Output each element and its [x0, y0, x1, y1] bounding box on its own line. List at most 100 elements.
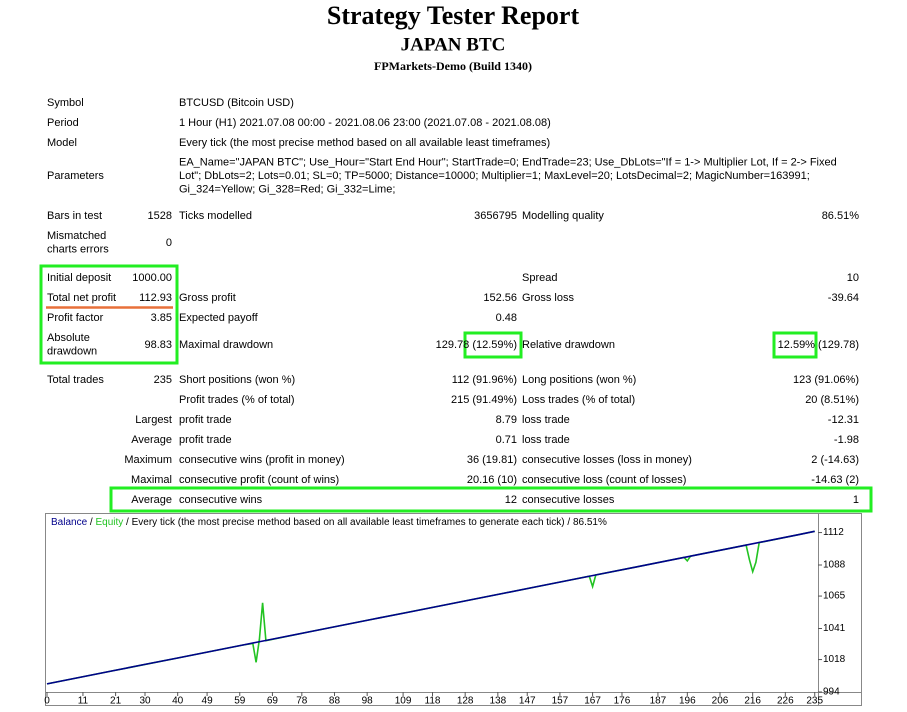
cell-label: Parameters [47, 170, 104, 182]
x-tick-label: 206 [712, 696, 729, 707]
cell-label: BTCUSD (Bitcoin USD) [179, 97, 294, 109]
cell-label: Loss trades (% of total) [522, 394, 635, 406]
cell-label: 1 Hour (H1) 2021.07.08 00:00 - 2021.08.0… [179, 117, 551, 129]
cell-value: 3.85 [151, 312, 172, 324]
cell-value: 8.79 [496, 414, 517, 426]
cell-label: loss trade [522, 414, 570, 426]
cell-label: Absolute [47, 332, 90, 344]
x-tick-label: 167 [584, 696, 601, 707]
cell-value: 0.48 [496, 312, 517, 324]
cell-value: -1.98 [834, 434, 859, 446]
cell-label: Initial deposit [47, 272, 111, 284]
cell-label: consecutive loss (count of losses) [522, 474, 686, 486]
cell-label: consecutive losses (loss in money) [522, 454, 692, 466]
x-tick-label: 187 [650, 696, 667, 707]
y-tick-label: 1041 [823, 623, 846, 634]
separator: / [565, 517, 573, 528]
x-tick-label: 98 [362, 696, 374, 707]
cell-label: Period [47, 117, 79, 129]
cell-value: Largest [135, 414, 172, 426]
cell-label: Profit factor [47, 312, 104, 324]
x-tick-label: 0 [44, 696, 50, 707]
y-tick-label: 994 [823, 687, 840, 698]
cell-value: 20.16 (10) [467, 474, 517, 486]
chart-frame [45, 513, 862, 706]
cell-value: 36 (19.81) [467, 454, 517, 466]
separator: / [87, 517, 95, 528]
highlight-box [109, 486, 873, 513]
cell-value: 2 (-14.63) [811, 454, 859, 466]
x-tick-label: 226 [777, 696, 794, 707]
report-subtitle: JAPAN BTC [401, 34, 506, 55]
x-tick-label: 157 [552, 696, 569, 707]
cell-value: 12.59% (129.78) [778, 339, 859, 351]
cell-value: 1000.00 [132, 272, 172, 284]
cell-label: Every tick (the most precise method base… [179, 137, 550, 149]
x-tick-label: 49 [202, 696, 214, 707]
x-tick-label: 109 [395, 696, 412, 707]
highlight-box [772, 331, 818, 359]
cell-label: Profit trades (% of total) [179, 394, 295, 406]
cell-value: 112.93 [139, 292, 172, 304]
cell-label: charts errors [47, 244, 109, 256]
cell-value: 3656795 [474, 210, 517, 222]
cell-value: 12 [505, 494, 517, 506]
x-tick-label: 69 [267, 696, 279, 707]
cell-label: Total net profit [47, 292, 116, 304]
cell-value: 129.78 (12.59%) [436, 339, 517, 351]
cell-label: consecutive profit (count of wins) [179, 474, 339, 486]
cell-label: EA_Name="JAPAN BTC"; Use_Hour="Start End… [179, 156, 837, 168]
cell-value: Average [131, 434, 172, 446]
cell-label: Long positions (won %) [522, 374, 636, 386]
cell-value: -39.64 [828, 292, 859, 304]
cell-label: consecutive wins (profit in money) [179, 454, 345, 466]
cell-label: Bars in test [47, 210, 102, 222]
cell-label: consecutive wins [179, 494, 263, 506]
cell-value: 235 [154, 374, 172, 386]
separator: / [123, 517, 131, 528]
cell-label: Short positions (won %) [179, 374, 295, 386]
cell-value: 86.51% [822, 210, 860, 222]
cell-value: Maximum [124, 454, 172, 466]
cell-value: 1 [853, 494, 859, 506]
cell-value: 123 (91.06%) [793, 374, 859, 386]
cell-value: Average [131, 494, 172, 506]
x-tick-label: 118 [425, 696, 441, 707]
x-tick-label: 216 [744, 696, 761, 707]
series-line [46, 530, 815, 685]
x-tick-label: 235 [806, 696, 823, 707]
highlight-box [39, 264, 179, 365]
cell-label: Mismatched [47, 230, 106, 242]
chart-header: Balance / Equity / Every tick (the most … [51, 517, 607, 528]
cell-label: Total trades [47, 374, 104, 386]
x-tick-label: 30 [139, 696, 151, 707]
cell-value: -14.63 (2) [811, 474, 859, 486]
cell-label: profit trade [179, 434, 232, 446]
cell-label: Relative drawdown [522, 339, 615, 351]
cell-value: 0.71 [496, 434, 517, 446]
y-tick-label: 1088 [823, 560, 846, 571]
cell-value: 152.56 [483, 292, 517, 304]
cell-label: Gi_324=Yellow; Gi_328=Red; Gi_332=Lime; [179, 183, 395, 195]
cell-value: 98.83 [144, 339, 172, 351]
y-tick-label: 1018 [823, 654, 846, 665]
chart-description: Every tick (the most precise method base… [132, 517, 565, 528]
x-tick-label: 40 [172, 696, 184, 707]
cell-label: Symbol [47, 97, 84, 109]
x-tick-label: 88 [329, 696, 341, 707]
cell-value: -12.31 [828, 414, 859, 426]
cell-label: Gross profit [179, 292, 236, 304]
cell-label: Spread [522, 272, 557, 284]
x-tick-label: 78 [296, 696, 308, 707]
legend-balance: Balance [51, 517, 88, 528]
x-tick-label: 59 [234, 696, 246, 707]
cell-label: Expected payoff [179, 312, 259, 324]
cell-label: Gross loss [522, 292, 574, 304]
cell-value: 215 (91.49%) [451, 394, 517, 406]
cell-value: 10 [847, 272, 859, 284]
cell-value: 112 (91.96%) [452, 374, 517, 386]
y-tick-label: 1112 [823, 527, 844, 538]
x-tick-label: 196 [679, 696, 696, 707]
